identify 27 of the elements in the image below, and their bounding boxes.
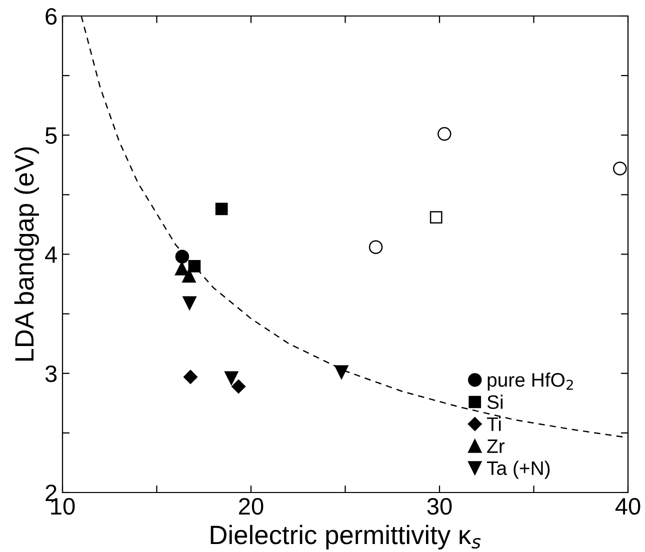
x-tick-label: 40 — [615, 498, 640, 515]
point — [438, 127, 452, 141]
legend-label: Si — [487, 394, 503, 409]
legend-label: Ta (+N) — [486, 460, 550, 479]
y-tick-label: 5 — [45, 127, 57, 144]
y-axis-title: LDA bandgap (eV) — [14, 147, 39, 361]
legend-label: Zr — [487, 439, 505, 453]
x-tick-label: 20 — [239, 498, 264, 515]
y-tick-label: 6 — [46, 8, 57, 25]
point — [175, 250, 190, 264]
point — [215, 202, 228, 216]
x-tick-label: 30 — [427, 498, 452, 515]
point — [224, 371, 238, 386]
point — [182, 268, 196, 283]
point — [430, 211, 442, 224]
x-axis-title: Dielectric permittivity κ$_{s}$ — [210, 524, 481, 550]
point — [174, 262, 189, 276]
legend-label: pure HfO$_{2}$ — [488, 372, 573, 391]
point — [613, 162, 627, 176]
point — [334, 365, 348, 380]
point — [183, 370, 198, 384]
point — [182, 296, 196, 310]
y-tick-label: 4 — [45, 246, 57, 263]
point — [368, 240, 383, 254]
legend-label: Ti — [486, 416, 501, 431]
y-tick-label: 3 — [45, 365, 57, 382]
point — [232, 379, 246, 394]
